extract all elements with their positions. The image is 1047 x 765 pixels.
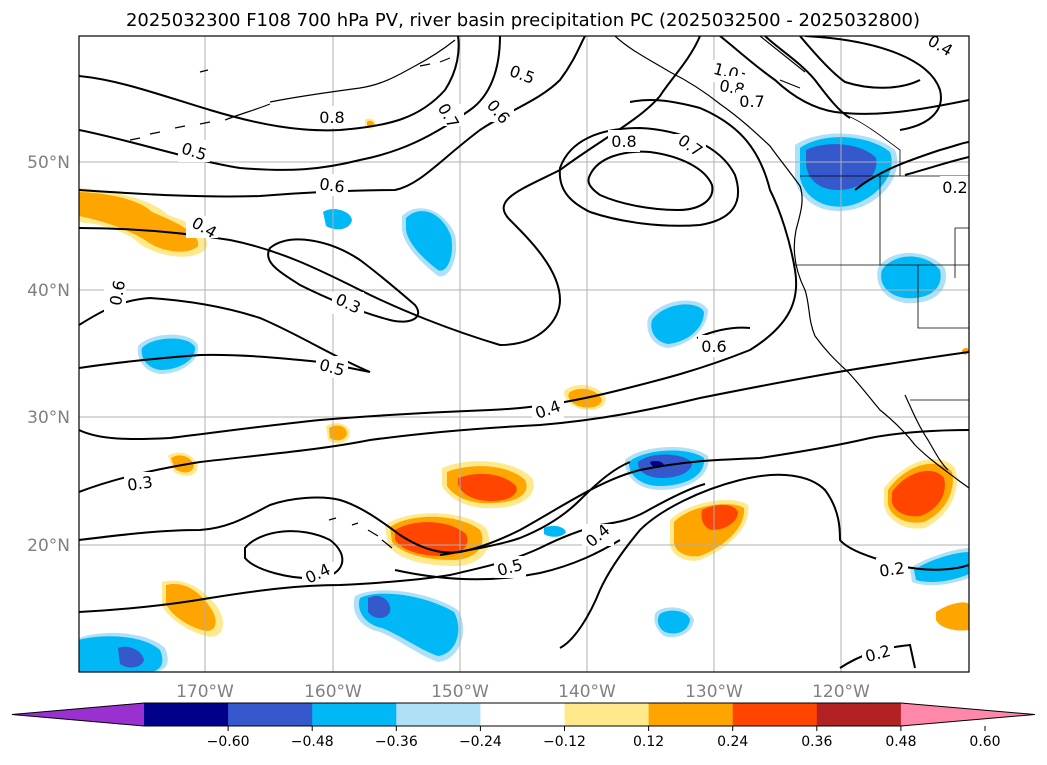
contour-labels: 0.5 0.6 0.7 0.8 0.5 0.6 0.4 0.6 0.3 0.5 … [104, 36, 969, 666]
lon-tick: 130°W [685, 682, 743, 702]
lon-tick: 120°W [812, 682, 870, 702]
colorbar: −0.60 −0.48 −0.36 −0.24 −0.12 0.12 0.24 0.36 0.4… [11, 702, 1036, 750]
colorbar-segment [732, 703, 818, 726]
colorbar-tick-label: −0.48 [291, 734, 334, 750]
contour-label: 0.6 [318, 174, 346, 196]
colorbar-segment [228, 703, 313, 726]
lat-tick: 40°N [27, 281, 70, 301]
contour-label: 0.6 [106, 279, 129, 307]
lon-tick-labels: 170°W 160°W 150°W 140°W 130°W 120°W [176, 682, 870, 702]
contour-label: 0.3 [126, 472, 154, 494]
lon-tick: 150°W [431, 682, 489, 702]
lat-tick: 20°N [27, 536, 70, 556]
lon-tick: 140°W [558, 682, 616, 702]
colorbar-tick-label: 0.48 [885, 734, 916, 750]
colorbar-tick-label: −0.36 [375, 734, 418, 750]
contour-label-box [508, 62, 538, 84]
colorbar-segment [312, 703, 397, 726]
contour-label: 0.8 [319, 108, 344, 127]
colorbar-segment [396, 703, 481, 726]
colorbar-tick-label: 0.12 [633, 734, 664, 750]
lon-tick: 160°W [304, 682, 362, 702]
lat-tick-labels: 50°N 40°N 30°N 20°N [27, 153, 70, 556]
colorbar-tick-label: −0.12 [543, 734, 586, 750]
colorbar-tick-label: 0.60 [969, 734, 1000, 750]
shaded-fields [79, 118, 969, 672]
colorbar-outline [11, 702, 1036, 727]
coastlines [129, 36, 969, 549]
contour-label: 0.8 [611, 132, 636, 151]
colorbar-tick-label: −0.60 [207, 734, 250, 750]
colorbar-tick-label: −0.24 [459, 734, 502, 750]
colorbar-tick-label: 0.36 [801, 734, 832, 750]
lat-tick: 30°N [27, 408, 70, 428]
colorbar-segment [816, 703, 902, 726]
map-frame [78, 35, 970, 673]
colorbar-segment [564, 703, 650, 726]
lon-tick: 170°W [176, 682, 234, 702]
contour-label: 0.6 [701, 337, 726, 356]
colorbar-segment [144, 703, 229, 726]
contour-label: 0.2 [878, 558, 906, 580]
contour-label: 0.7 [739, 92, 764, 111]
colorbar-segment [480, 703, 565, 726]
colorbar-extend-min [12, 703, 144, 726]
lat-tick: 50°N [27, 153, 70, 173]
contour-label: 0.2 [942, 178, 967, 197]
figure-title: 2025032300 F108 700 hPa PV, river basin … [126, 10, 920, 31]
colorbar-extend-max [900, 703, 1035, 726]
colorbar-tick-label: 0.24 [717, 734, 748, 750]
colorbar-segment [648, 703, 734, 726]
